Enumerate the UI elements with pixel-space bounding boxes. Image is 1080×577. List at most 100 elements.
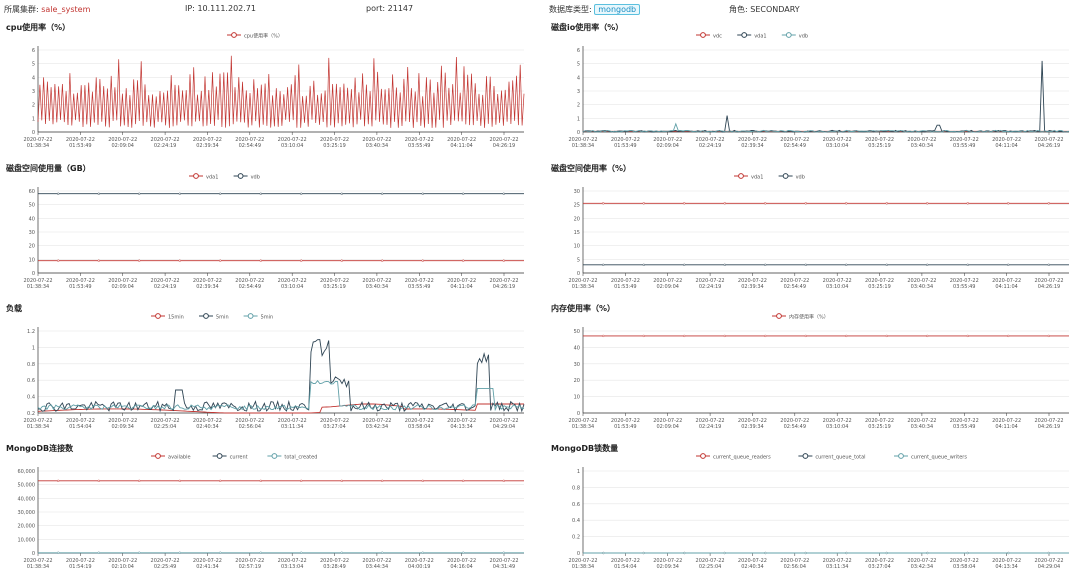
- x-tick-date: 2020-07-22: [405, 558, 434, 564]
- dbtype-label: 数据库类型:: [549, 5, 592, 14]
- legend-item: 内存使用率（%）: [772, 313, 829, 321]
- data-point: [502, 259, 505, 262]
- x-tick-date: 2020-07-22: [405, 278, 434, 284]
- x-tick-date: 2020-07-22: [489, 137, 518, 143]
- legend-marker: [216, 453, 223, 459]
- x-tick-date: 2020-07-22: [405, 418, 434, 424]
- y-tick-label: 6: [577, 48, 580, 54]
- y-tick-label: 30,000: [18, 510, 36, 516]
- y-tick-label: 0.8: [572, 485, 580, 491]
- x-tick-time: 04:16:04: [450, 564, 472, 570]
- cluster-value[interactable]: sale_system: [41, 5, 91, 14]
- data-point: [340, 551, 343, 554]
- x-tick-date: 2020-07-22: [362, 278, 391, 284]
- x-tick-date: 2020-07-22: [278, 558, 307, 564]
- x-tick-date: 2020-07-22: [653, 137, 682, 143]
- y-tick-label: 60,000: [18, 469, 36, 475]
- data-point: [421, 551, 424, 554]
- x-tick-date: 2020-07-22: [320, 278, 349, 284]
- data-point: [97, 551, 100, 554]
- x-tick-time: 04:11:04: [450, 284, 472, 290]
- x-tick-date: 2020-07-22: [151, 418, 180, 424]
- x-tick-time: 01:38:34: [572, 284, 594, 290]
- x-tick-time: 03:13:04: [281, 564, 303, 570]
- data-point: [966, 202, 969, 205]
- y-tick-label: 5: [32, 62, 35, 68]
- x-tick-time: 03:42:34: [366, 424, 388, 430]
- x-tick-time: 02:39:34: [196, 284, 218, 290]
- data-point: [300, 192, 303, 195]
- x-tick-date: 2020-07-22: [992, 418, 1021, 424]
- y-tick-label: 4: [32, 75, 35, 81]
- x-tick-time: 02:54:49: [239, 284, 261, 290]
- x-tick-time: 03:28:49: [323, 564, 345, 570]
- x-tick-date: 2020-07-22: [992, 278, 1021, 284]
- x-tick-time: 03:10:04: [281, 284, 303, 290]
- x-tick-date: 2020-07-22: [362, 137, 391, 143]
- y-tick-label: 0: [577, 411, 580, 417]
- x-tick-date: 2020-07-22: [235, 418, 264, 424]
- data-point: [300, 551, 303, 554]
- x-tick-date: 2020-07-22: [66, 558, 95, 564]
- x-tick-date: 2020-07-22: [653, 418, 682, 424]
- data-point: [845, 202, 848, 205]
- y-tick-label: 3: [32, 89, 35, 95]
- x-tick-time: 03:11:34: [826, 564, 848, 570]
- data-point: [381, 259, 384, 262]
- legend-label: current_queue_writers: [911, 455, 967, 461]
- x-tick-time: 02:54:49: [784, 284, 806, 290]
- data-point: [259, 551, 262, 554]
- series-line-vda1: [582, 60, 1070, 133]
- x-tick-date: 2020-07-22: [278, 137, 307, 143]
- x-tick-date: 2020-07-22: [447, 137, 476, 143]
- legend-item: current_queue_readers: [696, 453, 771, 461]
- dbtype-info: 数据库类型: mongodb: [549, 4, 641, 15]
- chart-title: 磁盘空间使用量（GB）: [6, 164, 91, 173]
- x-tick-time: 02:10:04: [111, 564, 133, 570]
- data-point: [178, 551, 181, 554]
- data-point: [723, 551, 726, 555]
- y-tick-label: 20: [574, 378, 580, 384]
- y-tick-label: 0.2: [572, 535, 580, 541]
- x-tick-time: 02:24:19: [699, 143, 721, 149]
- y-tick-label: 30: [574, 189, 580, 195]
- x-tick-time: 03:25:19: [868, 284, 890, 290]
- data-point: [97, 192, 100, 195]
- legend-item: vdb: [781, 32, 808, 40]
- cluster-info: 所属集群: sale_system: [4, 4, 90, 15]
- data-point: [178, 259, 181, 262]
- chart-title: 磁盘空间使用率（%）: [551, 164, 632, 173]
- ip-value: 10.111.202.71: [197, 4, 256, 13]
- legend-label: vdb: [251, 175, 260, 181]
- data-point: [97, 479, 100, 482]
- y-tick-label: 0: [32, 271, 35, 277]
- data-point: [683, 551, 686, 555]
- legend-label: vda1: [751, 175, 763, 181]
- x-tick-date: 2020-07-22: [489, 278, 518, 284]
- x-tick-date: 2020-07-22: [1034, 137, 1063, 143]
- data-point: [421, 479, 424, 482]
- x-tick-date: 2020-07-22: [108, 558, 137, 564]
- x-tick-time: 03:55:49: [953, 284, 975, 290]
- x-tick-date: 2020-07-22: [907, 558, 936, 564]
- x-tick-date: 2020-07-22: [907, 418, 936, 424]
- data-point: [926, 334, 929, 338]
- y-tick-label: 40: [574, 345, 580, 351]
- data-point: [502, 192, 505, 195]
- port-value: 21147: [387, 4, 414, 13]
- data-point: [219, 551, 222, 554]
- legend-item: 5min: [243, 313, 273, 321]
- x-tick-time: 02:24:19: [699, 424, 721, 430]
- role-label: 角色:: [729, 5, 748, 14]
- data-point: [642, 202, 645, 205]
- disk-io-chart: vdc vda1 vdb01234562020-07-2201:38:342020-…: [568, 32, 1070, 149]
- legend-label: current: [230, 455, 248, 461]
- data-point: [421, 192, 424, 195]
- x-tick-date: 2020-07-22: [865, 278, 894, 284]
- legend-label: available: [168, 455, 191, 461]
- x-tick-time: 01:53:49: [614, 143, 636, 149]
- x-tick-time: 01:54:04: [69, 424, 91, 430]
- x-tick-time: 03:10:04: [826, 284, 848, 290]
- x-tick-date: 2020-07-22: [66, 418, 95, 424]
- legend-item: cpu使用率（%）: [227, 32, 283, 40]
